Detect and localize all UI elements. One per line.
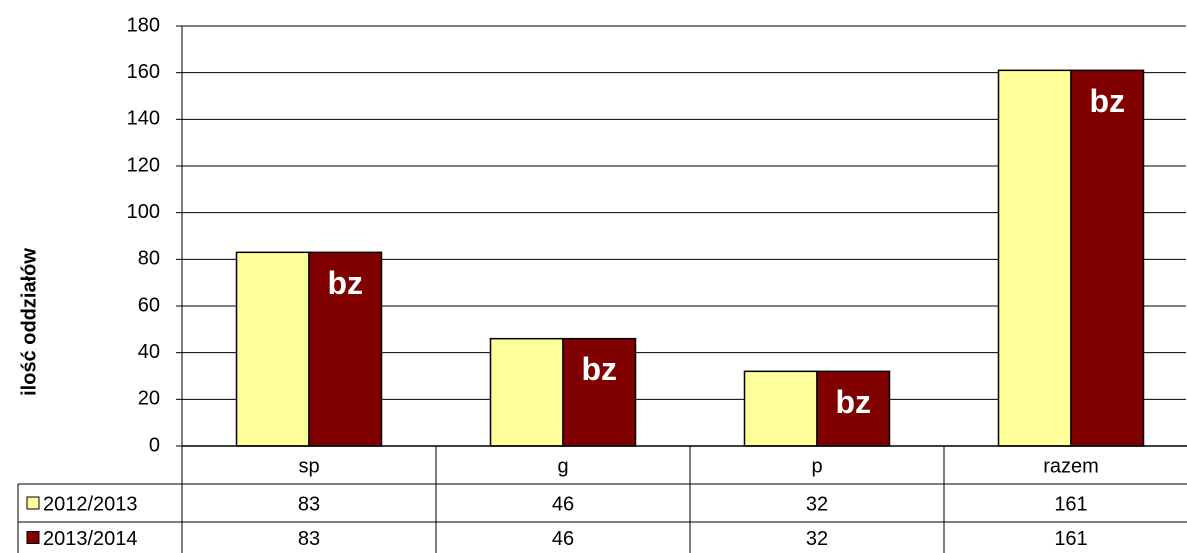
- data-label: bz: [581, 351, 617, 387]
- table-cell: 32: [806, 493, 828, 515]
- table-cell: 46: [552, 493, 574, 515]
- bar: [235, 251, 310, 447]
- y-tick-label: 80: [138, 248, 160, 270]
- bar: [489, 337, 564, 447]
- y-tick-label: 60: [138, 294, 160, 316]
- data-label: bz: [1089, 83, 1125, 119]
- legend-swatch: [26, 531, 40, 544]
- bar: [816, 370, 891, 447]
- y-tick-label: 120: [127, 154, 160, 176]
- x-tick-label: razem: [1043, 455, 1099, 477]
- legend-label: 2012/2013: [43, 493, 138, 515]
- bar: [1070, 69, 1145, 447]
- y-tick-label: 0: [149, 434, 160, 456]
- bar: [562, 337, 637, 447]
- x-tick-label: p: [811, 455, 822, 477]
- legend-swatch: [26, 496, 40, 510]
- y-tick-label: 140: [127, 108, 160, 130]
- table-cell: 83: [298, 528, 320, 550]
- y-tick-label: 180: [127, 14, 160, 36]
- table-cell: 161: [1054, 493, 1087, 515]
- bar: [997, 69, 1072, 447]
- table-cell: 161: [1054, 528, 1087, 550]
- y-tick-label: 160: [127, 61, 160, 83]
- y-axis-label: ilość oddziałów: [18, 248, 40, 396]
- data-label: bz: [327, 265, 363, 301]
- y-tick-label: 40: [138, 341, 160, 363]
- y-tick-label: 100: [127, 201, 160, 223]
- x-tick-label: sp: [298, 455, 319, 477]
- y-tick-label: 20: [138, 388, 160, 410]
- bar: [743, 370, 818, 447]
- table-cell: 83: [298, 493, 320, 515]
- table-cell: 32: [806, 528, 828, 550]
- data-label: bz: [835, 384, 871, 420]
- x-tick-label: g: [557, 455, 568, 477]
- table-cell: 46: [552, 528, 574, 550]
- legend-label: 2013/2014: [43, 528, 138, 550]
- bar: [308, 251, 383, 447]
